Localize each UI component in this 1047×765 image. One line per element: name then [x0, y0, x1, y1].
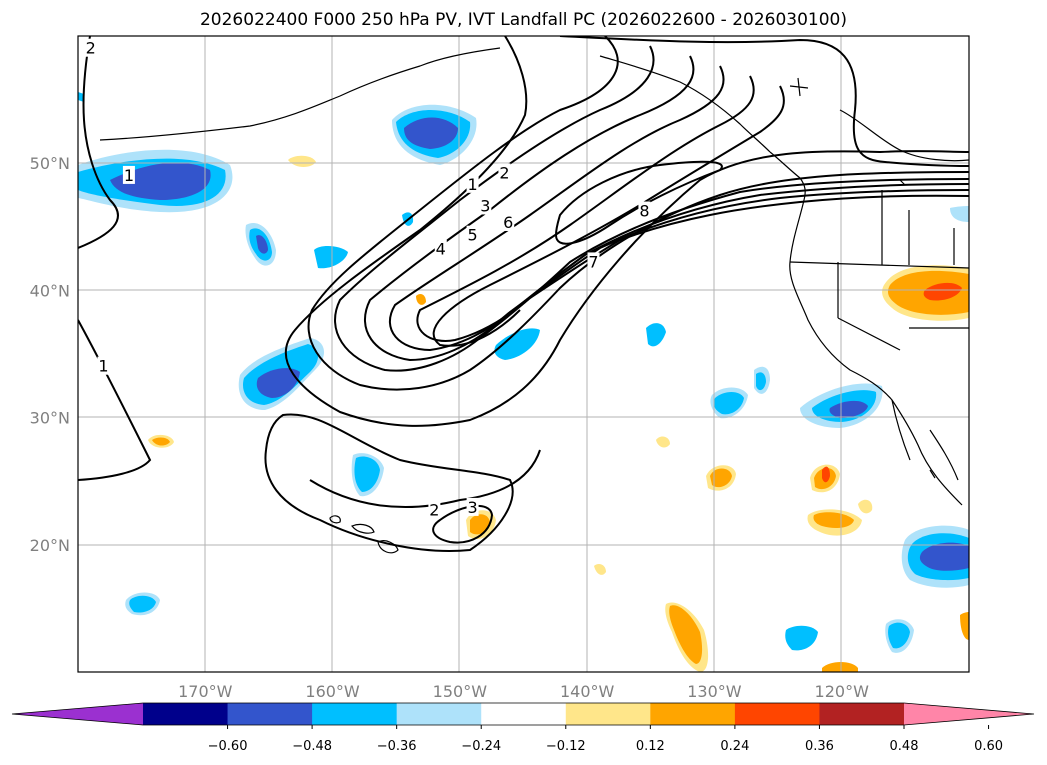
contour-label: 7 [588, 252, 598, 271]
plot-title: 2026022400 F000 250 hPa PV, IVT Landfall… [199, 10, 847, 30]
latitude-labels: 20°N 30°N 40°N 50°N [30, 154, 70, 555]
ivt-contours [78, 36, 969, 552]
lon-label: 170°W [178, 682, 233, 701]
colorbar-bin [312, 703, 398, 725]
graticule [78, 36, 969, 672]
colorbar-tick-label: 0.36 [805, 739, 834, 754]
lat-label: 20°N [30, 536, 70, 555]
contour-label-bg [466, 225, 479, 244]
colorbar-tick-label: 0.48 [890, 739, 919, 754]
colorbar-bin [396, 703, 482, 725]
contour-label-bg [466, 174, 479, 193]
contour-label-bg [466, 497, 479, 516]
contour-label: 1 [124, 166, 134, 185]
longitude-labels: 170°W 160°W 150°W 140°W 130°W 120°W [178, 682, 869, 701]
contour-label-bg [97, 356, 110, 375]
colorbar-tick-label: −0.48 [292, 739, 332, 754]
lat-label: 40°N [30, 281, 70, 300]
colorbar-outline [11, 702, 1035, 726]
contour-label: 4 [436, 240, 446, 259]
contour-label: 2 [86, 39, 96, 58]
lon-label: 140°W [560, 682, 615, 701]
colorbar-bin [227, 703, 313, 725]
contour-label: 5 [467, 226, 477, 245]
lon-label: 160°W [305, 682, 360, 701]
contour-label: 3 [467, 498, 477, 517]
contour-label-bg [122, 165, 135, 184]
contour-label-bg [428, 500, 441, 519]
colorbar-bin [143, 703, 229, 725]
contour-label: 6 [503, 213, 513, 232]
contour-label: 2 [429, 500, 439, 519]
lat-label: 30°N [30, 409, 70, 428]
contour-label: 1 [98, 357, 108, 376]
colorbar-bin [481, 703, 567, 725]
map-background [78, 36, 969, 672]
contour-label-bg [587, 252, 600, 271]
colorbar-tick-label: 0.60 [974, 739, 1003, 754]
colorbar-tick-label: 0.12 [636, 739, 665, 754]
contour-label-bg [502, 212, 515, 231]
colorbar-bin [819, 703, 905, 725]
pv-negative-shading [78, 92, 969, 653]
contour-label-bg [84, 38, 97, 57]
colorbar-tick-label: −0.24 [461, 739, 501, 754]
colorbar-extend-low [12, 703, 143, 725]
contour-label-bg [638, 201, 651, 220]
map-frame [77, 35, 970, 673]
lat-label: 50°N [30, 154, 70, 173]
lon-label: 120°W [815, 682, 870, 701]
colorbar-bin [650, 703, 736, 725]
contour-label-bg [498, 163, 511, 182]
contour-label-bg [479, 196, 492, 215]
colorbar-tick-label: −0.12 [546, 739, 586, 754]
contour-label: 2 [499, 163, 509, 182]
colorbar-tick-label: −0.36 [377, 739, 417, 754]
lon-label: 130°W [687, 682, 742, 701]
contour-label: 3 [480, 196, 490, 215]
contour-label: 8 [639, 202, 649, 221]
contour-label-bg [434, 239, 447, 258]
colorbar-bin [734, 703, 820, 725]
lon-label: 150°W [433, 682, 488, 701]
colorbar: −0.60 −0.48 −0.36 −0.24 −0.12 0.12 0.24 0.36 0.4… [11, 702, 1035, 754]
colorbar-tick-label: −0.60 [208, 739, 248, 754]
colorbar-tick-label: 0.24 [720, 739, 749, 754]
colorbar-extend-high [904, 703, 1034, 725]
colorbar-bin [565, 703, 651, 725]
contour-label: 1 [467, 175, 477, 194]
